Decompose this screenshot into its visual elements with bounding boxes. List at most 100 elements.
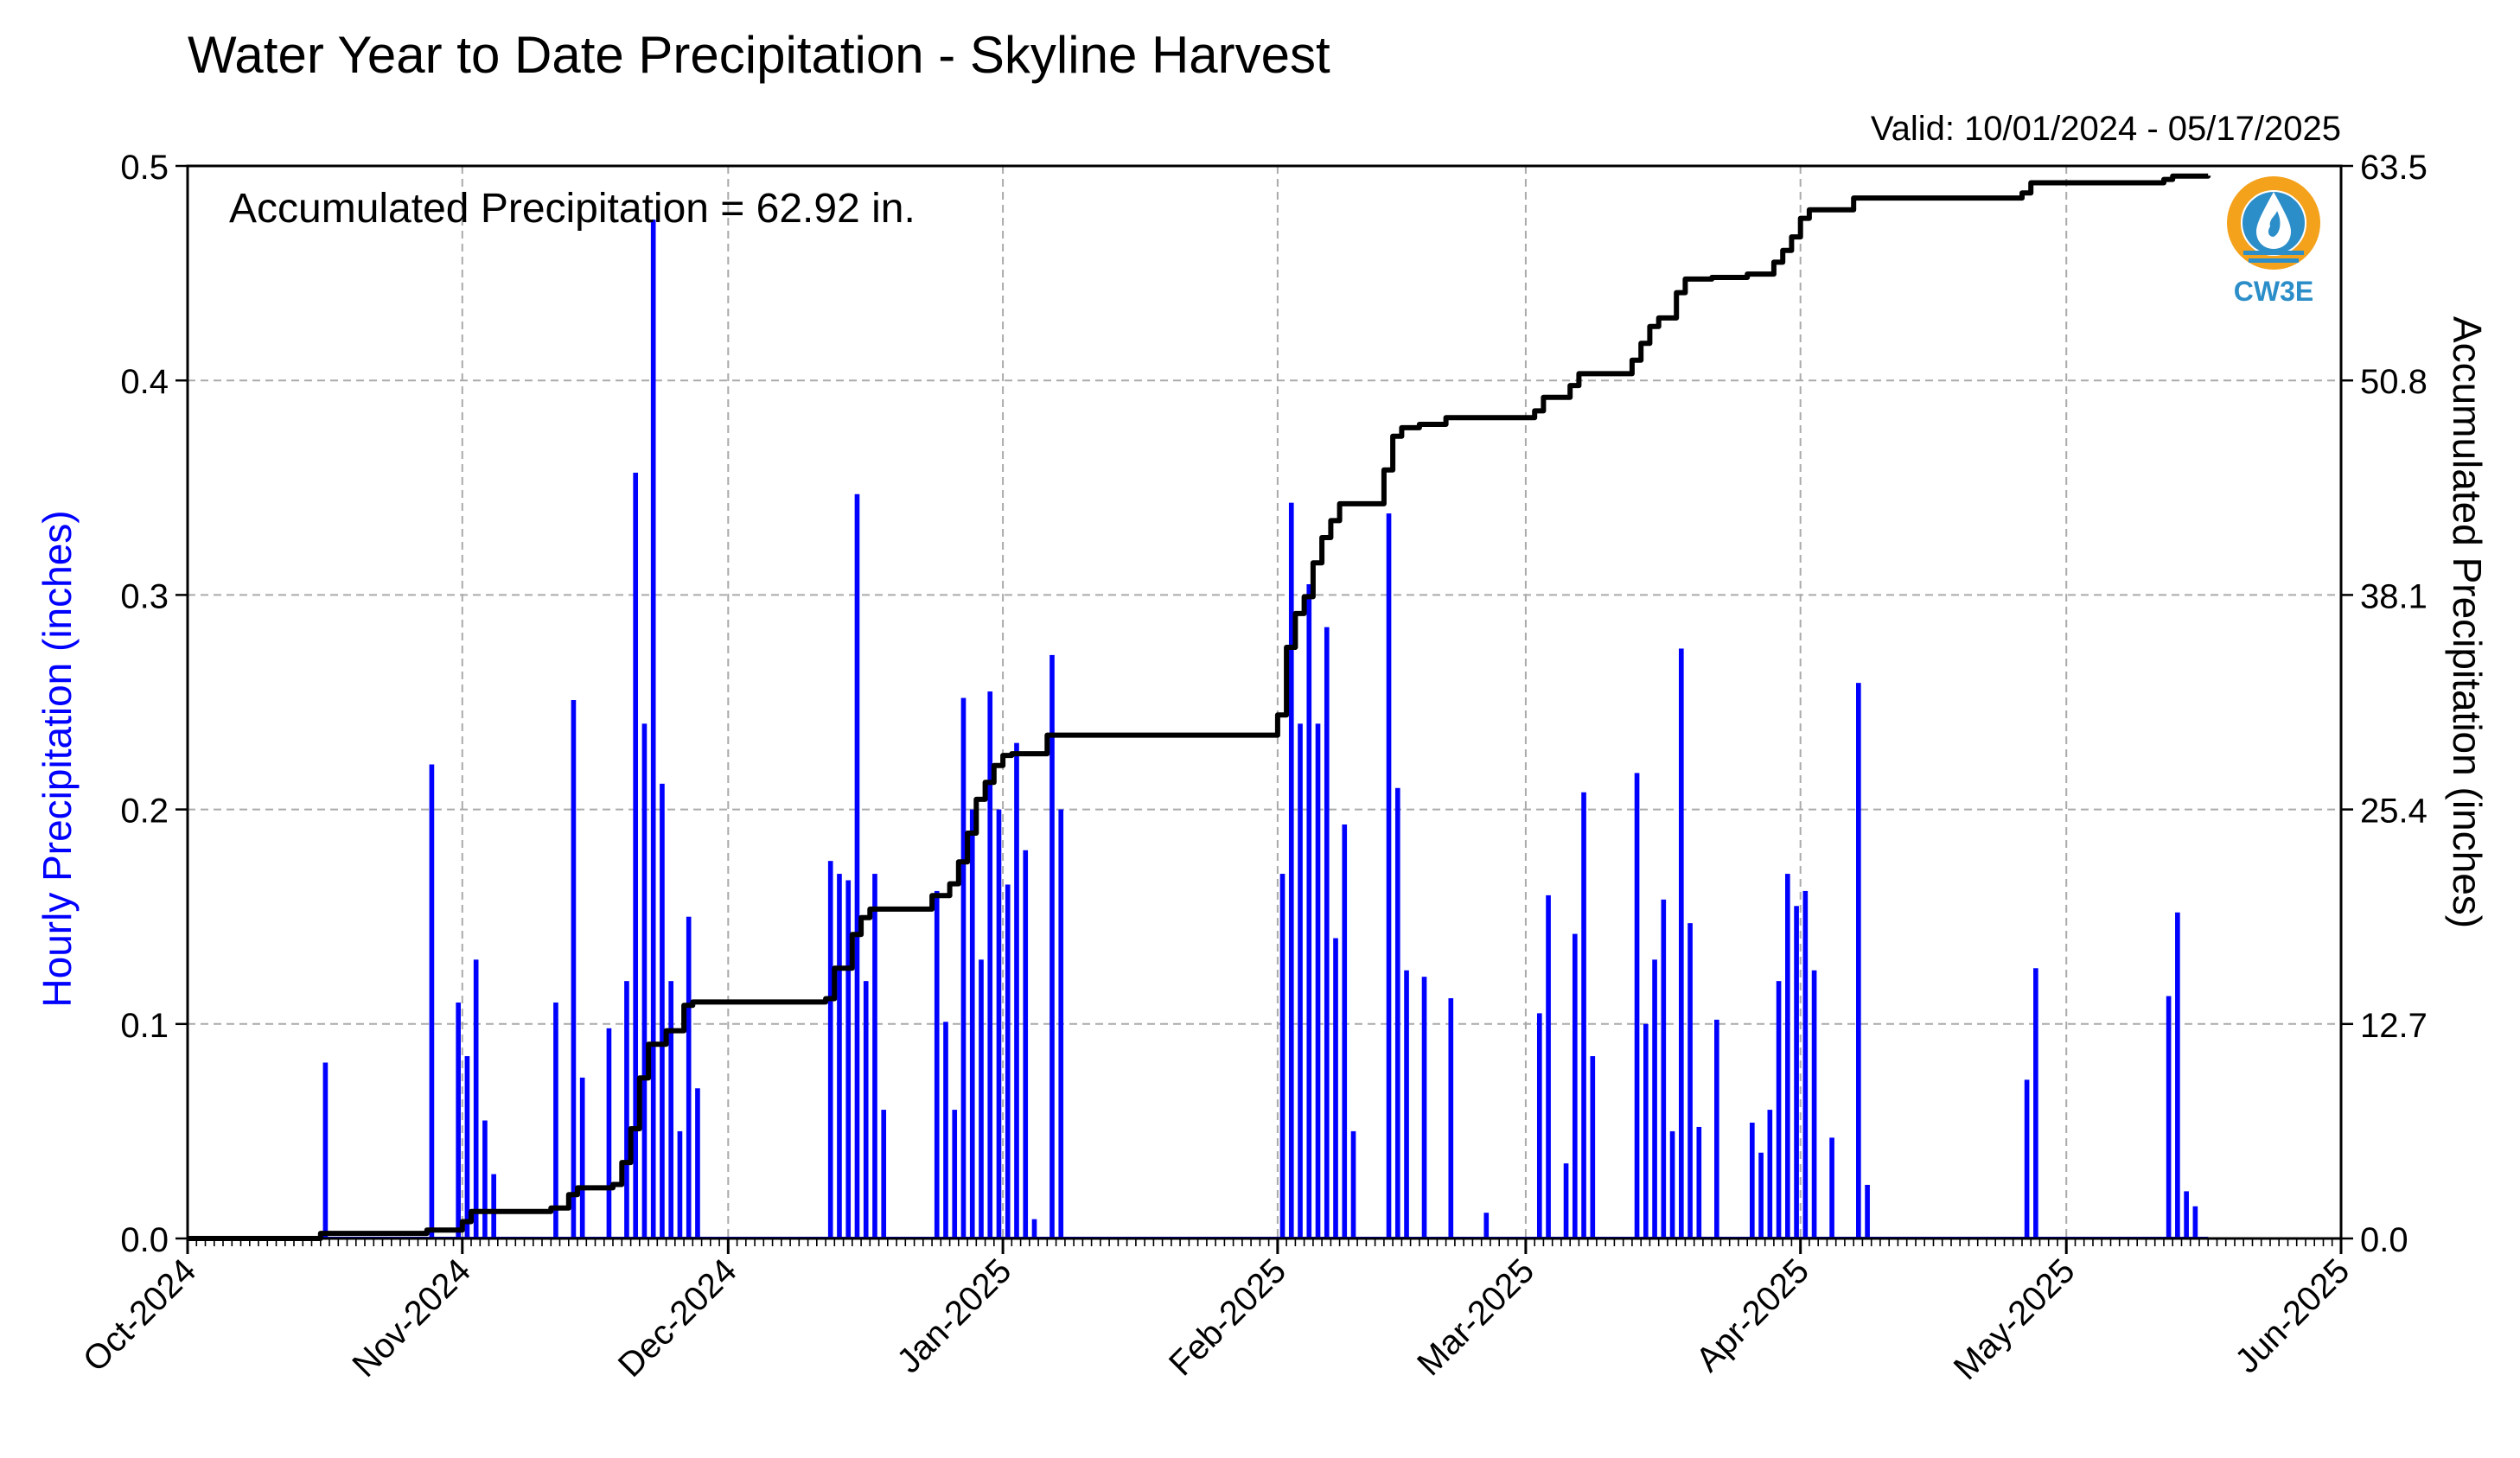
logo-text: CW3E <box>2234 276 2313 307</box>
hourly-bar <box>969 809 975 1238</box>
hourly-bar <box>1386 513 1392 1238</box>
y-tick-label-right: 63.5 <box>2360 149 2427 187</box>
hourly-bar <box>837 874 842 1238</box>
hourly-bar <box>456 1002 461 1238</box>
hourly-bar <box>660 783 665 1238</box>
y-tick-label-right: 12.7 <box>2360 1007 2427 1045</box>
hourly-bar <box>2192 1206 2198 1238</box>
hourly-bar <box>650 220 656 1238</box>
hourly-bar <box>1572 933 1578 1238</box>
hourly-bar <box>952 1110 958 1238</box>
hourly-bar <box>845 880 852 1238</box>
hourly-bar <box>606 1028 612 1238</box>
hourly-bar <box>1661 899 1667 1238</box>
y-tick-label-right: 50.8 <box>2360 363 2427 401</box>
hourly-bar <box>872 874 877 1238</box>
hourly-bar <box>482 1120 488 1238</box>
hourly-bar <box>1776 981 1782 1238</box>
hourly-bar <box>1856 683 1861 1238</box>
hourly-bar <box>1014 742 1019 1238</box>
hourly-bar <box>854 493 860 1238</box>
y-axis-label-left: Hourly Precipitation (inches) <box>35 510 80 1007</box>
hourly-bar <box>579 1077 585 1238</box>
hourly-bar <box>863 981 869 1238</box>
cw3e-logo: CW3E <box>2227 176 2320 307</box>
hourly-bar <box>1714 1019 1719 1238</box>
y-tick-label-left: 0.3 <box>120 577 169 615</box>
hourly-bar <box>2024 1079 2030 1238</box>
hourly-bar <box>1315 723 1321 1238</box>
hourly-bar <box>1298 723 1303 1238</box>
y-axis-label-right: Accumulated Precipitation (inches) <box>2445 316 2490 928</box>
hourly-bar <box>1811 970 1817 1238</box>
hourly-bar <box>1342 824 1348 1238</box>
hourly-bar <box>1306 583 1312 1238</box>
hourly-bar <box>1829 1137 1834 1238</box>
hourly-bar <box>668 981 674 1238</box>
y-tick-label-left: 0.1 <box>120 1007 169 1045</box>
hourly-bar <box>960 697 967 1238</box>
hourly-bar <box>491 1174 496 1238</box>
y-tick-label-right: 38.1 <box>2360 577 2427 615</box>
hourly-bar <box>571 700 577 1238</box>
hourly-bar <box>1785 874 1790 1238</box>
y-tick-label-left: 0.0 <box>120 1221 169 1259</box>
hourly-bar <box>553 1002 558 1238</box>
hourly-bar <box>641 723 648 1238</box>
y-tick-label-right: 0.0 <box>2360 1221 2408 1259</box>
hourly-bar <box>1279 874 1286 1238</box>
y-tick-label-left: 0.4 <box>120 363 169 401</box>
hourly-bar <box>1750 1122 1755 1238</box>
hourly-bar <box>1333 938 1338 1238</box>
y-tick-label-left: 0.2 <box>120 793 169 831</box>
accumulated-line <box>188 173 2211 1241</box>
y-tick-label-right: 25.4 <box>2360 793 2427 831</box>
hourly-bar <box>1058 809 1064 1238</box>
labels-layer: Water Year to Date Precipitation - Skyli… <box>35 26 2490 1008</box>
hourly-bar <box>624 981 629 1238</box>
hourly-bar <box>633 472 639 1238</box>
hourly-bar <box>686 916 692 1238</box>
droplet-icon <box>2227 176 2320 270</box>
hourly-bar <box>1590 1056 1596 1238</box>
accumulated-line-layer <box>188 173 2211 1241</box>
hourly-bar <box>1421 977 1427 1238</box>
hourly-bar <box>1865 1184 1870 1238</box>
hourly-bar <box>464 1056 470 1238</box>
hourly-bar <box>1049 654 1055 1238</box>
hourly-bar <box>1536 1013 1542 1238</box>
chart-subtitle: Valid: 10/01/2024 - 05/17/2025 <box>1871 110 2341 148</box>
hourly-bar <box>1005 884 1011 1238</box>
plot-frame <box>186 164 2343 1240</box>
hourly-bar <box>979 959 984 1238</box>
hourly-bar <box>677 1130 683 1238</box>
hourly-bar <box>1483 1213 1490 1238</box>
hourly-bar <box>1448 998 1454 1238</box>
hourly-bar <box>2166 996 2172 1238</box>
hourly-bar <box>695 1088 700 1238</box>
hourly-bar <box>2033 968 2038 1238</box>
hourly-bar <box>1767 1110 1773 1238</box>
hourly-bar <box>1324 627 1330 1238</box>
hourly-bar <box>1669 1130 1675 1238</box>
hourly-bar <box>2175 912 2180 1238</box>
hourly-bar <box>1678 648 1684 1238</box>
hourly-bar <box>1288 502 1294 1238</box>
hourly-bar <box>1643 1023 1649 1238</box>
hourly-bar <box>1581 792 1586 1238</box>
grid-layer <box>188 166 2341 1238</box>
hourly-bar <box>1802 890 1809 1238</box>
hourly-bar <box>1023 850 1029 1238</box>
hourly-bar <box>827 861 833 1238</box>
hourly-bar <box>1794 906 1799 1238</box>
hourly-bar <box>1031 1219 1037 1238</box>
hourly-bar <box>1687 923 1693 1238</box>
hourly-bar <box>881 1110 887 1238</box>
hourly-bar <box>1394 787 1400 1238</box>
hourly-bar <box>322 1062 329 1238</box>
chart-title: Water Year to Date Precipitation - Skyli… <box>188 26 1330 84</box>
hourly-bar <box>429 764 435 1238</box>
x-minor-ticks <box>187 1238 2342 1246</box>
